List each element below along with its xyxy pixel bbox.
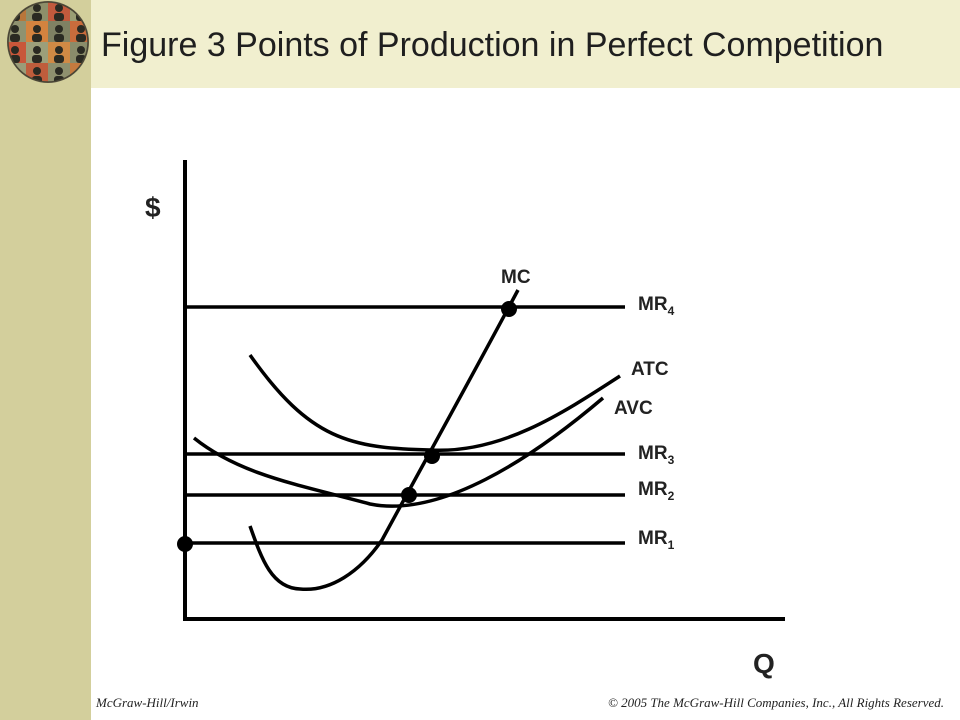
mc-curve <box>248 289 520 592</box>
atc-curve <box>248 353 621 452</box>
y-axis-label: $ <box>145 192 161 223</box>
mc-label: MC <box>501 267 531 288</box>
globe-people-icon <box>7 1 89 83</box>
mr1-label: MR1 <box>638 528 675 552</box>
avc-label: AVC <box>614 398 653 419</box>
footer-publisher: McGraw-Hill/Irwin <box>96 695 199 710</box>
avc-curve <box>192 396 605 508</box>
mr1-axis-point <box>177 536 193 552</box>
slide-title: Figure 3 Points of Production in Perfect… <box>101 26 884 64</box>
mr3-label: MR3 <box>638 443 675 467</box>
mc-avc-mr2-point <box>401 487 417 503</box>
x-axis-label: Q <box>753 648 775 679</box>
mc-atc-mr3-point <box>424 448 440 464</box>
mr2-label: MR2 <box>638 479 675 503</box>
atc-label: ATC <box>631 359 669 380</box>
left-decorative-band <box>0 0 91 720</box>
mr4-label: MR4 <box>638 294 675 318</box>
mc-mr4-point <box>501 301 517 317</box>
title-band <box>91 0 960 88</box>
footer-copyright: © 2005 The McGraw-Hill Companies, Inc., … <box>607 695 944 710</box>
